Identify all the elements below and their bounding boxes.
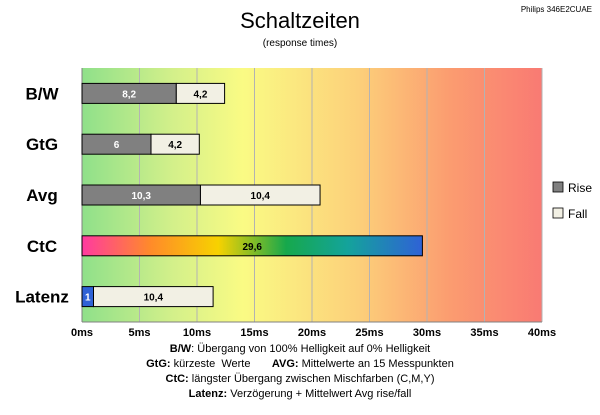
bar-fall — [175, 82, 226, 104]
bar-fall-value-label: 10,4 — [251, 191, 271, 202]
desc-text-latenz: Verzögerung + Mittelwert Avg rise/fall — [227, 388, 412, 400]
chart-title: Schaltzeiten — [240, 8, 360, 33]
bar-rise-value-label: 1 — [85, 293, 91, 304]
category-label: Latenz — [15, 288, 69, 307]
x-tick-label: 15ms — [240, 327, 268, 339]
chart-subtitle: (response times) — [263, 38, 337, 49]
monitor-model: Philips 346E2CUAE — [521, 5, 592, 14]
legend: Rise Fall — [552, 181, 592, 221]
desc-key-ctc: CtC: — [165, 373, 189, 385]
description-line-1: B/W: Übergang von 100% Helligkeit auf 0%… — [0, 342, 600, 357]
bar-fall — [199, 184, 321, 206]
desc-key-latenz: Latenz: — [188, 388, 228, 400]
x-tick-label: 5ms — [128, 327, 150, 339]
bar-fall-value-label: 4,2 — [193, 89, 207, 100]
desc-text-avg: Mittelwerte an 15 Messpunkten — [298, 358, 454, 370]
description-line-4: Latenz: Verzögerung + Mittelwert Avg ris… — [0, 387, 600, 402]
x-tick-label: 20ms — [298, 327, 326, 339]
bar-fall — [150, 133, 200, 155]
category-label: B/W — [25, 84, 59, 103]
desc-key-bw: B/W — [169, 343, 192, 355]
x-tick-label: 30ms — [413, 327, 441, 339]
description-line-2: GtG: kürzeste Werte AVG: Mittelwerte an … — [0, 357, 600, 372]
bar-rise-value-label: 6 — [114, 140, 120, 151]
x-tick-label: 25ms — [355, 327, 383, 339]
desc-text-gtg: kürzeste Werte — [170, 358, 272, 370]
desc-key-avg: AVG: — [271, 358, 299, 370]
bar-rise-value-label: 8,2 — [122, 89, 136, 100]
legend-swatch-rise — [552, 181, 564, 193]
bar-fall — [93, 286, 214, 308]
bar-rise-value-label: 29,6 — [242, 242, 262, 253]
bar-fall-value-label: 10,4 — [144, 293, 164, 304]
x-tick-labels: 0ms 5ms 10ms 15ms 20ms 25ms 30ms 35ms 40ms — [71, 327, 556, 339]
bars: 8,2 4,2 6 4,2 10,3 10,4 29,6 1 10,4 — [81, 82, 423, 308]
desc-text-bw: : Übergang von 100% Helligkeit auf 0% He… — [191, 343, 431, 355]
category-labels: B/W GtG Avg CtC Latenz — [15, 84, 69, 306]
bar-rise-value-label: 10,3 — [131, 191, 151, 202]
category-label: CtC — [27, 237, 57, 256]
x-tick-label: 40ms — [528, 327, 556, 339]
legend-label-rise: Rise — [568, 181, 592, 195]
category-label: GtG — [26, 135, 58, 154]
category-label: Avg — [26, 186, 58, 205]
description-line-3: CtC: längster Übergang zwischen Mischfar… — [0, 372, 600, 387]
x-tick-label: 10ms — [183, 327, 211, 339]
legend-swatch-fall — [552, 207, 564, 219]
desc-key-gtg: GtG: — [146, 358, 171, 370]
legend-label-fall: Fall — [568, 207, 587, 221]
x-tick-label: 0ms — [71, 327, 93, 339]
bar-rise — [81, 235, 423, 257]
bar-fall-value-label: 4,2 — [168, 140, 182, 151]
x-tick-label: 35ms — [470, 327, 498, 339]
desc-text-ctc: längster Übergang zwischen Mischfarben (… — [188, 373, 435, 385]
